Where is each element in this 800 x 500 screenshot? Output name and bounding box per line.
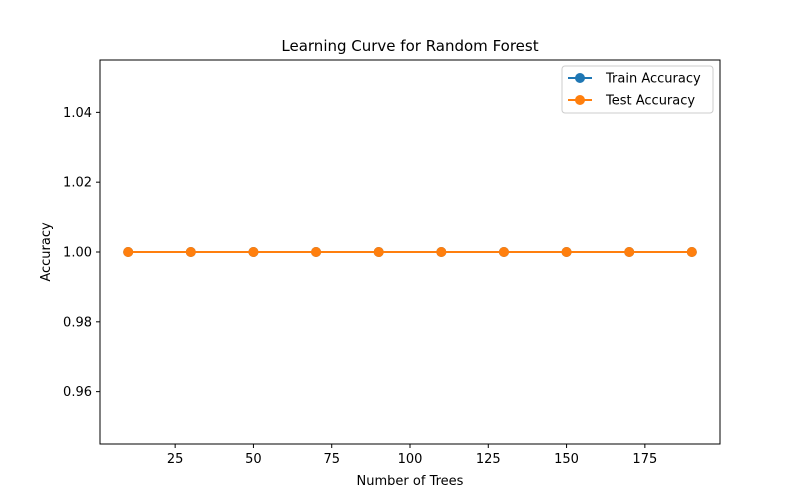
legend-label: Train Accuracy [605, 72, 701, 87]
y-tick-label: 1.04 [63, 106, 92, 121]
y-tick-label: 0.96 [63, 385, 92, 400]
legend-items: Train Accuracy Test Accuracy [568, 72, 701, 109]
y-axis-label: Accuracy [39, 222, 54, 282]
legend-box [561, 65, 714, 114]
x-tick-label: 175 [632, 452, 657, 467]
x-tick-label: 25 [167, 452, 184, 467]
y-tick-label: 1.02 [63, 176, 92, 191]
y-tick-label: 1.00 [63, 246, 92, 261]
y-tick-label: 0.98 [63, 315, 92, 330]
x-tick-label: 100 [398, 452, 423, 467]
data-point [123, 247, 134, 257]
data-point [686, 247, 697, 257]
legend: Train Accuracy Test Accuracy [561, 65, 714, 114]
data-point [561, 247, 572, 257]
legend-entry: Train Accuracy [568, 72, 701, 87]
data-point [185, 247, 196, 257]
data-point [436, 247, 447, 257]
legend-marker [575, 95, 585, 105]
x-tick-label: 125 [476, 452, 501, 467]
legend-label: Test Accuracy [605, 94, 695, 109]
legend-entry: Test Accuracy [568, 94, 695, 109]
series-2 [123, 247, 697, 257]
x-tick-label: 150 [554, 452, 579, 467]
series-layer [123, 247, 697, 257]
y-axis-ticks: 0.96 0.98 1.00 1.02 1.04 [63, 106, 100, 400]
legend-marker [575, 73, 585, 83]
data-point [624, 247, 635, 257]
data-point [373, 247, 384, 257]
x-axis-label: Number of Trees [357, 474, 464, 489]
x-tick-label: 75 [323, 452, 340, 467]
chart-title: Learning Curve for Random Forest [281, 37, 538, 55]
data-point [498, 247, 509, 257]
data-point [311, 247, 322, 257]
x-tick-label: 50 [245, 452, 262, 467]
data-point [248, 247, 259, 257]
x-axis-ticks: 25 50 75 100 125 150 175 [167, 444, 657, 467]
plot-area-frame [99, 59, 721, 445]
